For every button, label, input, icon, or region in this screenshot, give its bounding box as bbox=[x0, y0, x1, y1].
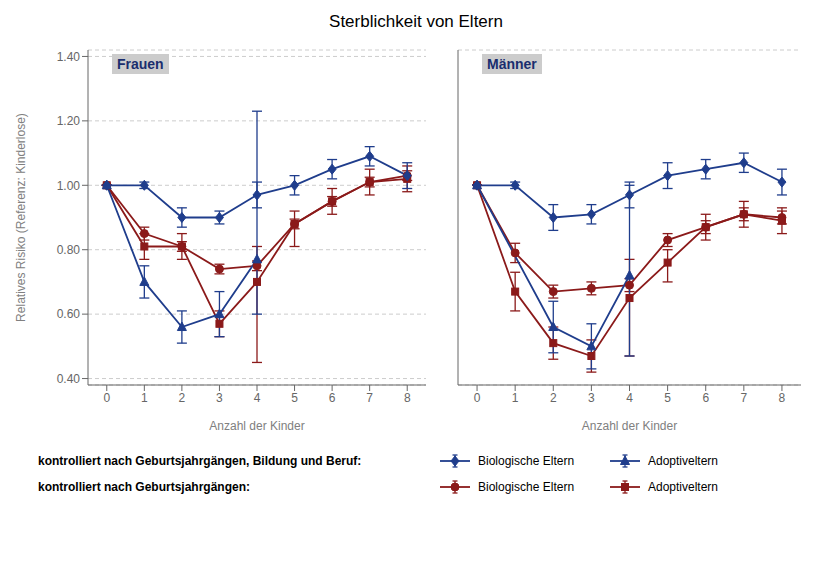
svg-text:2: 2 bbox=[550, 391, 557, 405]
svg-text:0: 0 bbox=[103, 391, 110, 405]
html-text:Biologische Eltern: Biologische Eltern bbox=[478, 454, 575, 468]
html-text:kontrolliert nach Geburtsjahrg: kontrolliert nach Geburtsjahrgängen, Bil… bbox=[38, 454, 362, 468]
svg-text:8: 8 bbox=[779, 391, 786, 405]
svg-text:4: 4 bbox=[626, 391, 633, 405]
svg-text:7: 7 bbox=[740, 391, 747, 405]
html-text:Frauen: Frauen bbox=[117, 56, 164, 72]
svg-text:1: 1 bbox=[512, 391, 519, 405]
svg-text:0: 0 bbox=[474, 391, 481, 405]
svg-text:6: 6 bbox=[329, 391, 336, 405]
svg-text:2: 2 bbox=[179, 391, 186, 405]
svg-text:0.80: 0.80 bbox=[57, 243, 81, 257]
svg-text:6: 6 bbox=[702, 391, 709, 405]
html-text:Adoptiveltern: Adoptiveltern bbox=[648, 480, 718, 494]
svg-text:4: 4 bbox=[254, 391, 261, 405]
svg-text:8: 8 bbox=[404, 391, 411, 405]
html-text:Männer: Männer bbox=[487, 56, 537, 72]
svg-text:Relatives Risiko (Referenz: Ki: Relatives Risiko (Referenz: Kinderlose) bbox=[14, 113, 28, 322]
svg-text:0.60: 0.60 bbox=[57, 307, 81, 321]
html-text:kontrolliert nach Geburtsjahrg: kontrolliert nach Geburtsjahrgängen: bbox=[38, 480, 250, 494]
svg-text:3: 3 bbox=[216, 391, 223, 405]
html-text:Adoptiveltern: Adoptiveltern bbox=[648, 454, 718, 468]
svg-text:1.20: 1.20 bbox=[57, 114, 81, 128]
svg-text:7: 7 bbox=[366, 391, 373, 405]
svg-text:5: 5 bbox=[291, 391, 298, 405]
svg-text:Anzahl der Kinder: Anzahl der Kinder bbox=[582, 419, 677, 433]
svg-text:Anzahl der Kinder: Anzahl der Kinder bbox=[209, 419, 304, 433]
svg-text:1: 1 bbox=[141, 391, 148, 405]
svg-text:1.00: 1.00 bbox=[57, 179, 81, 193]
svg-text:1.40: 1.40 bbox=[57, 50, 81, 64]
svg-text:5: 5 bbox=[664, 391, 671, 405]
svg-text:0.40: 0.40 bbox=[57, 372, 81, 386]
html-text:Biologische Eltern: Biologische Eltern bbox=[478, 480, 575, 494]
svg-text:3: 3 bbox=[588, 391, 595, 405]
html-text:Sterblichkeit von Eltern: Sterblichkeit von Eltern bbox=[329, 12, 503, 31]
